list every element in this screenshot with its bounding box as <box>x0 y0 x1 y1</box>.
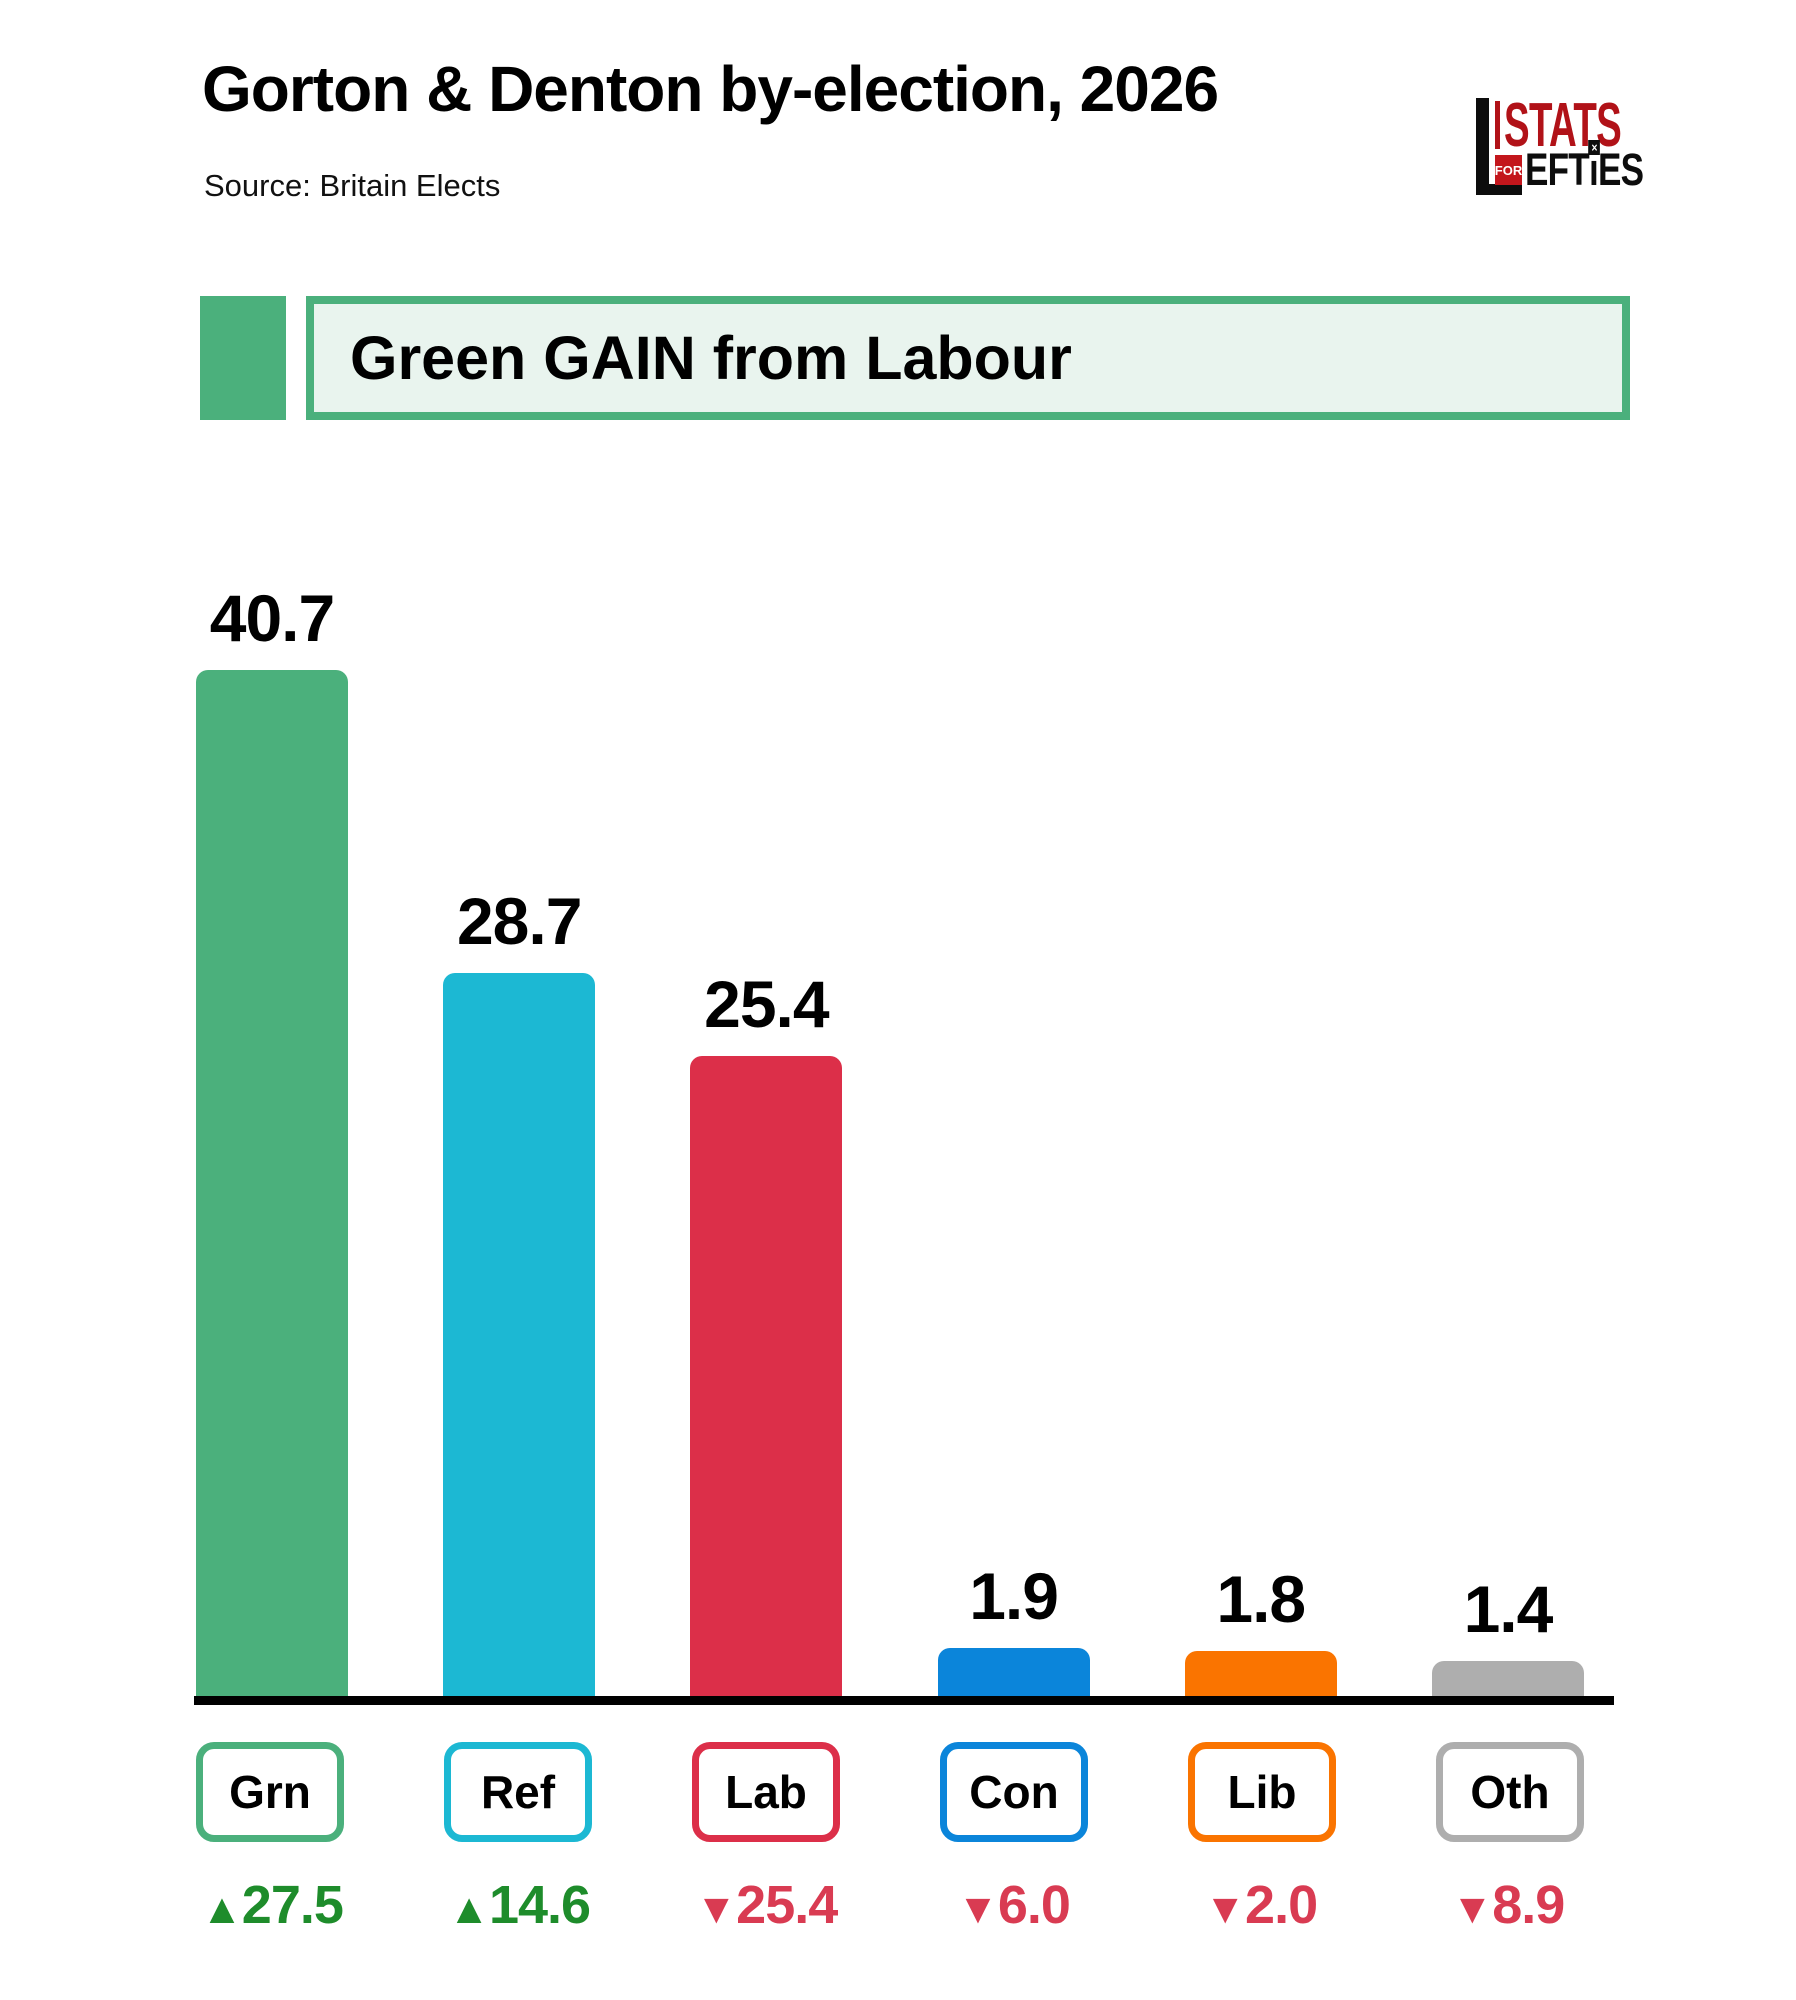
down-triangle-icon: ▼ <box>695 1885 737 1932</box>
down-triangle-icon: ▼ <box>957 1885 999 1932</box>
party-label-oth: Oth <box>1436 1742 1584 1842</box>
party-label-lib: Lib <box>1188 1742 1336 1842</box>
party-labels-row: Grn Ref Lab Con Lib Oth <box>196 1742 1584 1842</box>
bar-column-lib: 1.8 <box>1184 560 1337 1696</box>
party-label-ref: Ref <box>444 1742 592 1842</box>
logo-l-stem <box>1476 98 1489 194</box>
party-label-con: Con <box>940 1742 1088 1842</box>
bar-column-lab: 25.4 <box>690 560 843 1696</box>
change-label-oth: ▼8.9 <box>1432 1874 1584 1936</box>
bar-column-con: 1.9 <box>937 560 1090 1696</box>
party-label-lab: Lab <box>692 1742 840 1842</box>
change-label-ref: ▲14.6 <box>443 1874 595 1936</box>
bar-value-label: 1.9 <box>969 1559 1059 1633</box>
bar-value-label: 40.7 <box>209 581 335 655</box>
bar-chart-plot-area: 40.7 28.7 25.4 1.9 1.8 1.4 <box>196 560 1584 1696</box>
logo-bottom-row: FOR EFTı × ES <box>1495 140 1677 195</box>
bar-grn <box>196 670 348 1696</box>
logo-for-box: FOR <box>1495 155 1522 185</box>
change-label-lib: ▼2.0 <box>1185 1874 1337 1936</box>
logo-stats-text: STATS <box>1504 91 1622 160</box>
logo-l-foot <box>1476 184 1522 195</box>
logo-red-bar <box>1495 101 1500 149</box>
bar-oth <box>1431 1661 1584 1696</box>
banner-accent-square <box>200 296 286 420</box>
change-label-lab: ▼25.4 <box>690 1874 842 1936</box>
change-label-con: ▼6.0 <box>938 1874 1090 1936</box>
down-triangle-icon: ▼ <box>1451 1885 1494 1932</box>
change-values-row: ▲27.5 ▲14.6 ▼25.4 ▼6.0 ▼2.0 ▼8.9 <box>196 1874 1584 1936</box>
result-banner: Green GAIN from Labour <box>306 296 1630 420</box>
bar-lab <box>690 1056 843 1696</box>
logo-efties-text: EFTı × ES <box>1525 140 1644 195</box>
bar-value-label: 1.4 <box>1463 1572 1554 1646</box>
bar-con <box>937 1648 1090 1696</box>
bar-column-oth: 1.4 <box>1431 560 1584 1696</box>
change-value: 27.5 <box>241 1875 344 1935</box>
change-value: 8.9 <box>1492 1875 1565 1935</box>
up-triangle-icon: ▲ <box>201 1885 243 1932</box>
logo-ballot-cross-icon: × <box>1588 140 1600 155</box>
down-triangle-icon: ▼ <box>1204 1885 1246 1932</box>
bar-column-grn: 40.7 <box>196 560 348 1696</box>
change-value: 14.6 <box>488 1875 591 1935</box>
change-label-grn: ▲27.5 <box>196 1874 348 1936</box>
bar-value-label: 25.4 <box>704 967 829 1041</box>
stats-for-lefties-logo: STATS FOR EFTı × ES <box>1470 91 1644 202</box>
source-caption: Source: Britain Elects <box>204 168 501 203</box>
change-value: 2.0 <box>1245 1875 1318 1935</box>
result-banner-text: Green GAIN from Labour <box>350 324 1072 392</box>
x-axis-line <box>194 1696 1614 1705</box>
bar-ref <box>443 973 596 1696</box>
party-label-grn: Grn <box>196 1742 344 1842</box>
up-triangle-icon: ▲ <box>448 1885 490 1932</box>
change-value: 6.0 <box>997 1875 1071 1935</box>
bar-value-label: 28.7 <box>456 884 582 958</box>
bar-value-label: 1.8 <box>1216 1562 1306 1636</box>
page-title: Gorton & Denton by-election, 2026 <box>202 53 1219 125</box>
bar-column-ref: 28.7 <box>443 560 596 1696</box>
bar-lib <box>1184 1651 1337 1696</box>
change-value: 25.4 <box>736 1875 838 1935</box>
